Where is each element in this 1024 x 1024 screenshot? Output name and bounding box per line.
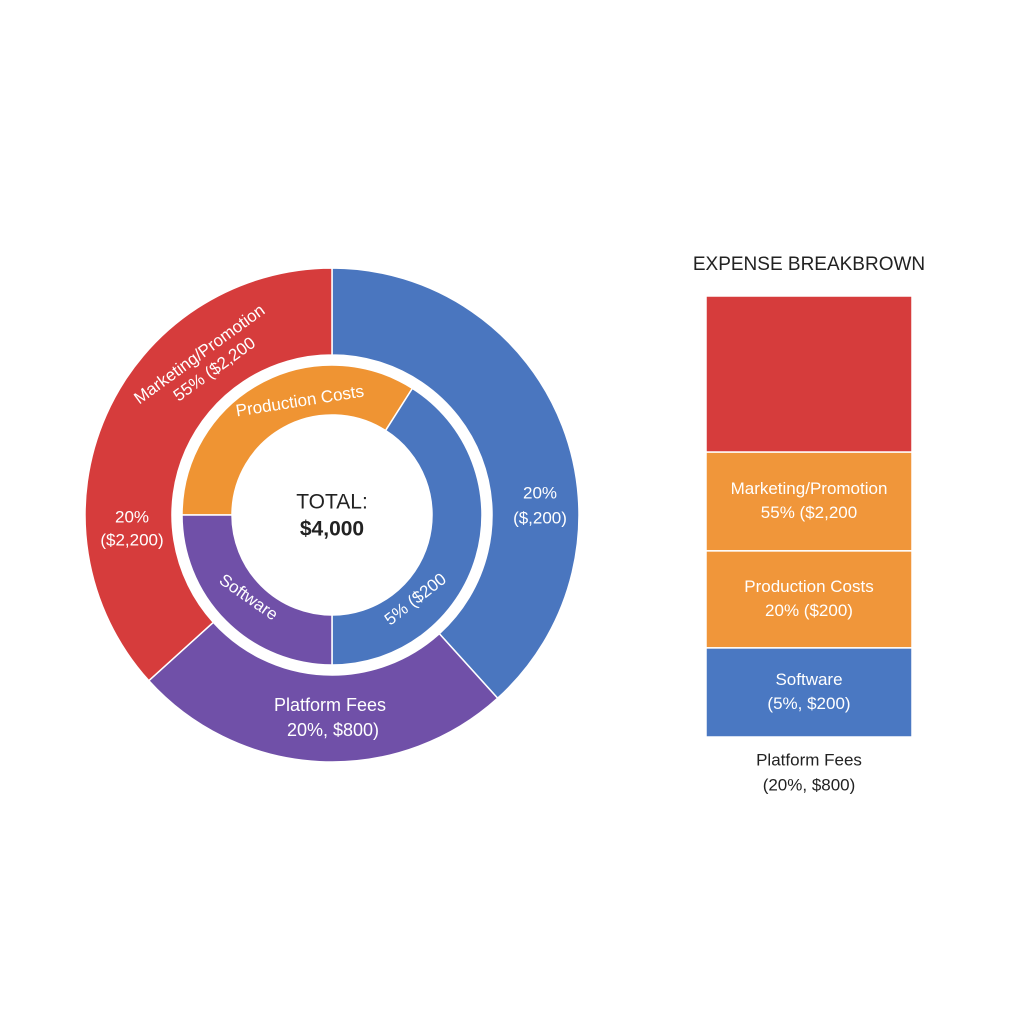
below-label: (20%, $800): [763, 775, 856, 794]
donut-segment: [84, 267, 333, 682]
donut-segment: [331, 387, 483, 666]
bar-segment: [705, 451, 913, 552]
bar-title: EXPENSE BREAKBROWN: [693, 254, 925, 275]
annotation: ($,200): [513, 508, 567, 527]
annotation: 20%: [115, 507, 149, 526]
annotation: ($2,200): [100, 530, 163, 549]
center-label: TOTAL:: [296, 491, 368, 514]
segment-label: Software: [775, 670, 842, 689]
segment-label: 55% ($2,200: [761, 503, 857, 522]
bar-segment: [705, 550, 913, 649]
donut-segment: [147, 621, 499, 763]
segment-label: (5%, $200): [767, 694, 850, 713]
donut-segment: [181, 514, 333, 666]
annotation: 20%, $800): [287, 720, 379, 740]
below-label: Platform Fees: [756, 750, 862, 769]
center-value: $4,000: [300, 518, 364, 541]
annotation: 20%: [523, 483, 557, 502]
donut-segment: [181, 364, 414, 516]
segment-label: Marketing/Promotion: [731, 479, 888, 498]
bar-segment: [705, 295, 913, 453]
donut-segment: [331, 267, 580, 700]
bar-segment: [705, 647, 913, 738]
annotation: Platform Fees: [274, 695, 386, 715]
segment-label: Production Costs: [744, 577, 873, 596]
segment-label: 20% ($200): [765, 601, 853, 620]
